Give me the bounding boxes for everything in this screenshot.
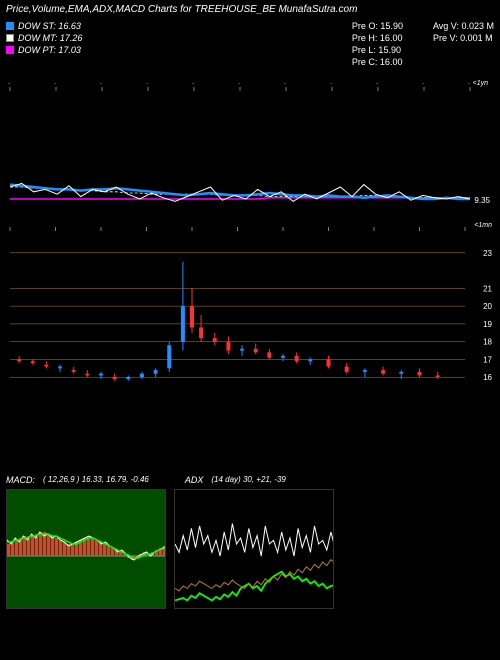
svg-text:·: · (420, 80, 426, 87)
svg-text:·: · (466, 80, 472, 87)
svg-text:·: · (374, 80, 380, 87)
dow-st-legend: DOW ST: 16.63 (6, 21, 82, 31)
svg-text:18: 18 (483, 338, 492, 347)
svg-text:16: 16 (483, 373, 492, 382)
svg-text:23: 23 (483, 249, 492, 258)
indicator-labels: MACD: ( 12,26,9 ) 16.33, 16.79, -0.46 AD… (0, 471, 500, 489)
header-stats: DOW ST: 16.63 DOW MT: 17.26 DOW PT: 17.0… (0, 19, 500, 69)
svg-text:·: · (190, 80, 196, 87)
svg-text:·: · (282, 80, 288, 87)
svg-text:<1mn: <1mn (474, 222, 492, 229)
svg-text:<1yn: <1yn (473, 80, 488, 87)
svg-text:·: · (144, 80, 150, 87)
svg-text:·: · (328, 80, 334, 87)
svg-text:·: · (52, 80, 58, 87)
pre-ohlc: Pre O: 15.90 Pre H: 16.00 Pre L: 15.90 P… (352, 21, 403, 67)
svg-text:20: 20 (483, 302, 492, 311)
svg-text:·: · (98, 80, 104, 87)
upper-line-chart: ···········<1yn9.35 (6, 73, 494, 213)
svg-text:·: · (6, 80, 12, 87)
svg-text:9.35: 9.35 (474, 196, 490, 205)
dow-mt-legend: DOW MT: 17.26 (6, 33, 82, 43)
svg-text:21: 21 (483, 284, 492, 293)
adx-panel (174, 489, 334, 609)
candle-chart: <1mn 23 21 20 19 18 17 16 (6, 217, 494, 397)
svg-text:17: 17 (483, 355, 492, 364)
svg-text:19: 19 (483, 320, 492, 329)
dow-pt-legend: DOW PT: 17.03 (6, 45, 82, 55)
chart-title: Price,Volume,EMA,ADX,MACD Charts for TRE… (0, 0, 500, 19)
volume-stats: Avg V: 0.023 M Pre V: 0.001 M (433, 21, 494, 67)
svg-text:·: · (236, 80, 242, 87)
macd-panel (6, 489, 166, 609)
